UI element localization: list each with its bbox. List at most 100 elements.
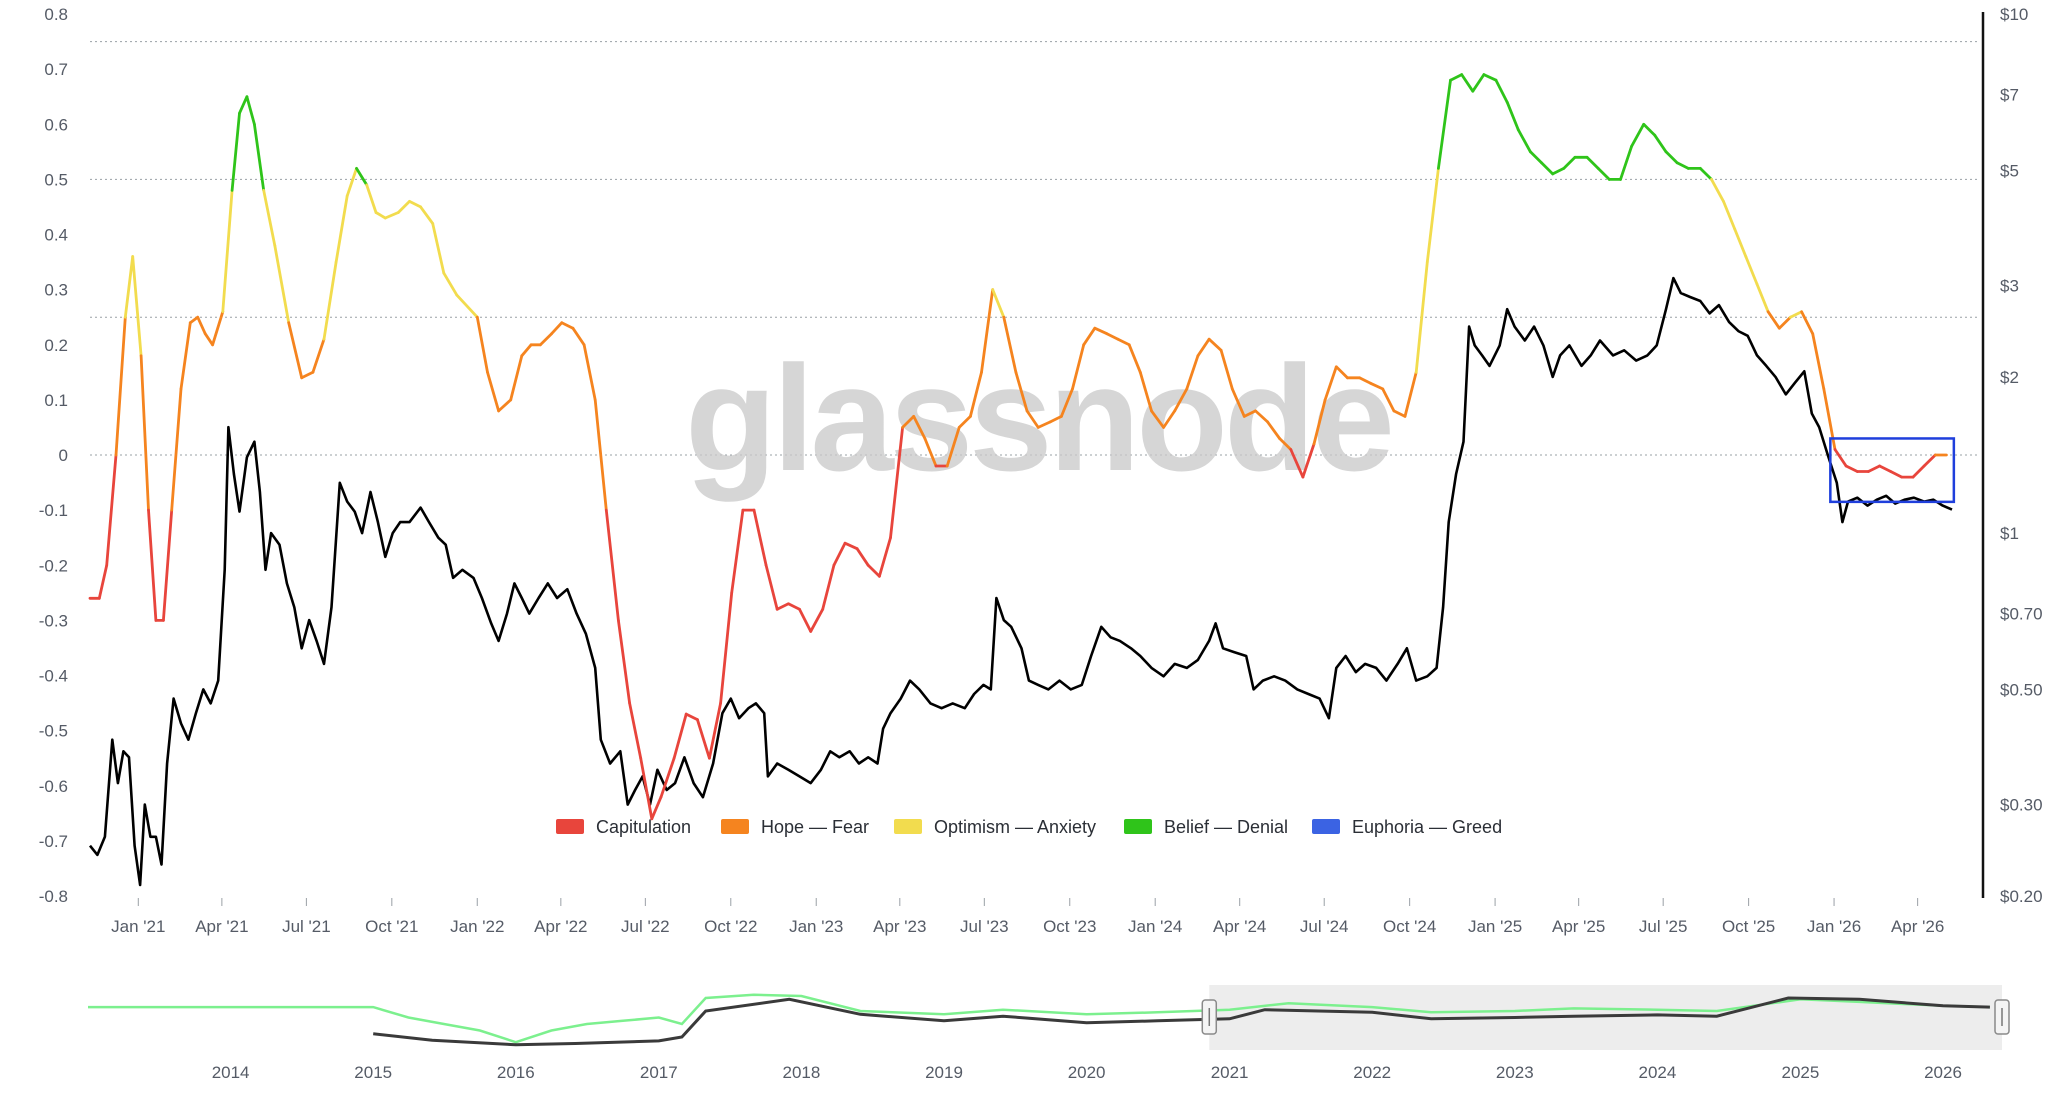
sentiment-segment <box>287 321 304 380</box>
legend-item[interactable]: Euphoria — Greed <box>1312 817 1502 837</box>
sentiment-segment <box>262 188 277 247</box>
navigator-right-handle[interactable] <box>1994 999 2010 1035</box>
sentiment-segment <box>1138 370 1153 413</box>
legend-item[interactable]: Capitulation <box>556 817 691 837</box>
navigator-selection[interactable] <box>1209 985 2002 1050</box>
sentiment-segment <box>123 255 135 319</box>
sentiment-segment <box>1889 470 1904 479</box>
x-tick-label: Apr '23 <box>873 917 926 936</box>
sentiment-segment <box>1878 464 1893 473</box>
sentiment-segment <box>345 166 358 198</box>
sentiment-segment <box>1242 409 1257 418</box>
price-series[interactable] <box>88 276 1953 887</box>
sentiment-segment <box>252 122 266 192</box>
sentiment-segment <box>1230 387 1246 418</box>
sentiment-segment <box>550 321 564 336</box>
right-tick-label: $0.70 <box>2000 605 2043 624</box>
sentiment-segment <box>1060 387 1074 418</box>
x-tick-label: Apr '21 <box>195 917 248 936</box>
sentiment-segment <box>787 602 801 611</box>
sentiment-segment <box>1301 442 1316 479</box>
sentiment-segment <box>764 563 779 611</box>
legend-item[interactable]: Optimism — Anxiety <box>894 817 1096 837</box>
sentiment-segment <box>273 244 291 325</box>
x-tick-label: Jan '21 <box>111 917 165 936</box>
x-tick-label: Jul '22 <box>621 917 670 936</box>
sentiment-segment <box>604 508 620 622</box>
sentiment-segment <box>832 541 847 567</box>
sentiment-segment <box>396 199 411 214</box>
sentiment-segment <box>355 166 369 187</box>
sentiment-segment <box>179 321 192 391</box>
sentiment-segment <box>1289 448 1305 479</box>
sentiment-segment <box>582 343 597 402</box>
legend-label: Hope — Fear <box>761 817 869 837</box>
sentiment-segment <box>991 288 1006 319</box>
navigator-tick-label: 2025 <box>1781 1063 1819 1082</box>
navigator-tick-label: 2016 <box>497 1063 535 1082</box>
left-tick-label: 0.4 <box>44 226 68 245</box>
sentiment-segment <box>1025 409 1040 429</box>
sentiment-segment <box>1207 337 1223 352</box>
left-tick-label: 0.5 <box>44 170 68 189</box>
legend-swatch <box>556 819 584 834</box>
sentiment-segment <box>1358 376 1372 385</box>
sentiment-segment <box>1922 453 1937 468</box>
x-tick-label: Jul '21 <box>282 917 331 936</box>
x-tick-label: Apr '25 <box>1552 917 1605 936</box>
sentiment-segment <box>639 756 654 821</box>
sentiment-segment <box>1630 122 1646 148</box>
left-tick-label: 0.7 <box>44 60 68 79</box>
left-tick-label: -0.8 <box>39 887 68 906</box>
legend-item[interactable]: Hope — Fear <box>721 817 869 837</box>
sentiment-segment <box>1369 381 1385 391</box>
sentiment-segment <box>798 607 813 633</box>
legend-label: Belief — Denial <box>1164 817 1288 837</box>
legend[interactable]: Capitulation Hope — Fear Optimism — Anxiet… <box>556 817 1502 837</box>
navigator[interactable]: 2014 2015 2016 2017 2018 2019 2020 2021 2022 2023… <box>88 985 2010 1082</box>
sentiment-segment <box>1619 144 1633 181</box>
sentiment-segment <box>1844 464 1859 473</box>
sentiment-segment <box>1596 166 1611 181</box>
sentiment-segment <box>1082 326 1097 347</box>
sentiment-segment <box>571 326 586 347</box>
navigator-left-handle[interactable] <box>1201 999 1218 1035</box>
legend-item[interactable]: Belief — Denial <box>1124 817 1288 837</box>
sentiment-segment <box>322 260 338 341</box>
sentiment-segment <box>560 321 575 330</box>
navigator-price-line <box>373 996 1990 1047</box>
sentiment-series[interactable] <box>88 73 1948 821</box>
price-line[interactable] <box>88 276 1953 887</box>
sentiment-segment <box>1437 78 1452 170</box>
sentiment-segment <box>1585 155 1600 170</box>
sentiment-segment <box>1664 150 1679 165</box>
x-tick-label: Jan '24 <box>1128 917 1182 936</box>
sentiment-segment <box>1529 150 1543 165</box>
sentiment-segment <box>855 547 870 567</box>
left-tick-label: 0.2 <box>44 336 68 355</box>
navigator-sentiment-line <box>88 993 1990 1044</box>
navigator-tick-label: 2026 <box>1924 1063 1962 1082</box>
sentiment-segment <box>708 701 722 760</box>
left-tick-label: -0.6 <box>39 777 68 796</box>
sentiment-segment <box>1392 409 1407 418</box>
sentiment-segment <box>509 354 524 402</box>
left-tick-label: 0.3 <box>44 281 68 300</box>
sentiment-segment <box>1093 326 1109 336</box>
sentiment-segment <box>775 602 790 611</box>
sentiment-segment <box>520 343 533 358</box>
sentiment-segment <box>1014 370 1029 413</box>
sentiment-segment <box>1116 337 1131 347</box>
sentiment-segment <box>617 619 631 705</box>
navigator-tick-label: 2019 <box>925 1063 963 1082</box>
sentiment-segment <box>1196 337 1211 358</box>
sentiment-segment <box>752 508 768 567</box>
sentiment-segment <box>374 211 387 220</box>
right-tick-label: $1 <box>2000 524 2019 543</box>
sentiment-segment <box>1173 387 1189 413</box>
right-tick-label: $2 <box>2000 368 2019 387</box>
x-tick-label: Oct '22 <box>704 917 757 936</box>
navigator-tick-label: 2023 <box>1496 1063 1534 1082</box>
sentiment-segment <box>455 293 479 319</box>
